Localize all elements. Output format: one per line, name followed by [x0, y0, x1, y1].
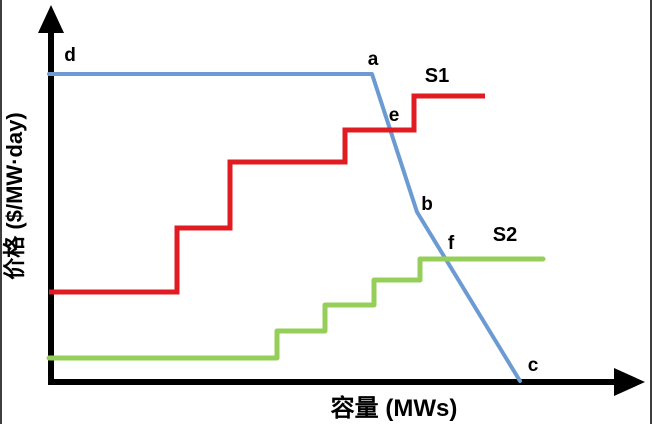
point-label-S1: S1: [425, 65, 449, 87]
point-label-e: e: [389, 105, 400, 126]
series-layer: [46, 72, 546, 383]
y-axis-label: 价格 ($/MW·day): [2, 112, 27, 279]
point-label-f: f: [448, 233, 455, 254]
point-label-c: c: [528, 355, 539, 376]
series-s1: [49, 93, 485, 295]
point-label-b: b: [421, 194, 433, 215]
point-label-S2: S2: [493, 224, 517, 246]
point-labels-layer: d a e bf c S1 S2: [64, 45, 539, 376]
point-label-d: d: [64, 45, 76, 66]
x-axis-arrowhead-icon: [614, 368, 645, 396]
x-axis-label: 容量 (MWs): [331, 394, 458, 422]
point-label-a: a: [368, 49, 379, 70]
y-axis-arrowhead-icon: [38, 5, 64, 33]
series-s2: [46, 256, 546, 361]
series-demand: [47, 72, 522, 383]
